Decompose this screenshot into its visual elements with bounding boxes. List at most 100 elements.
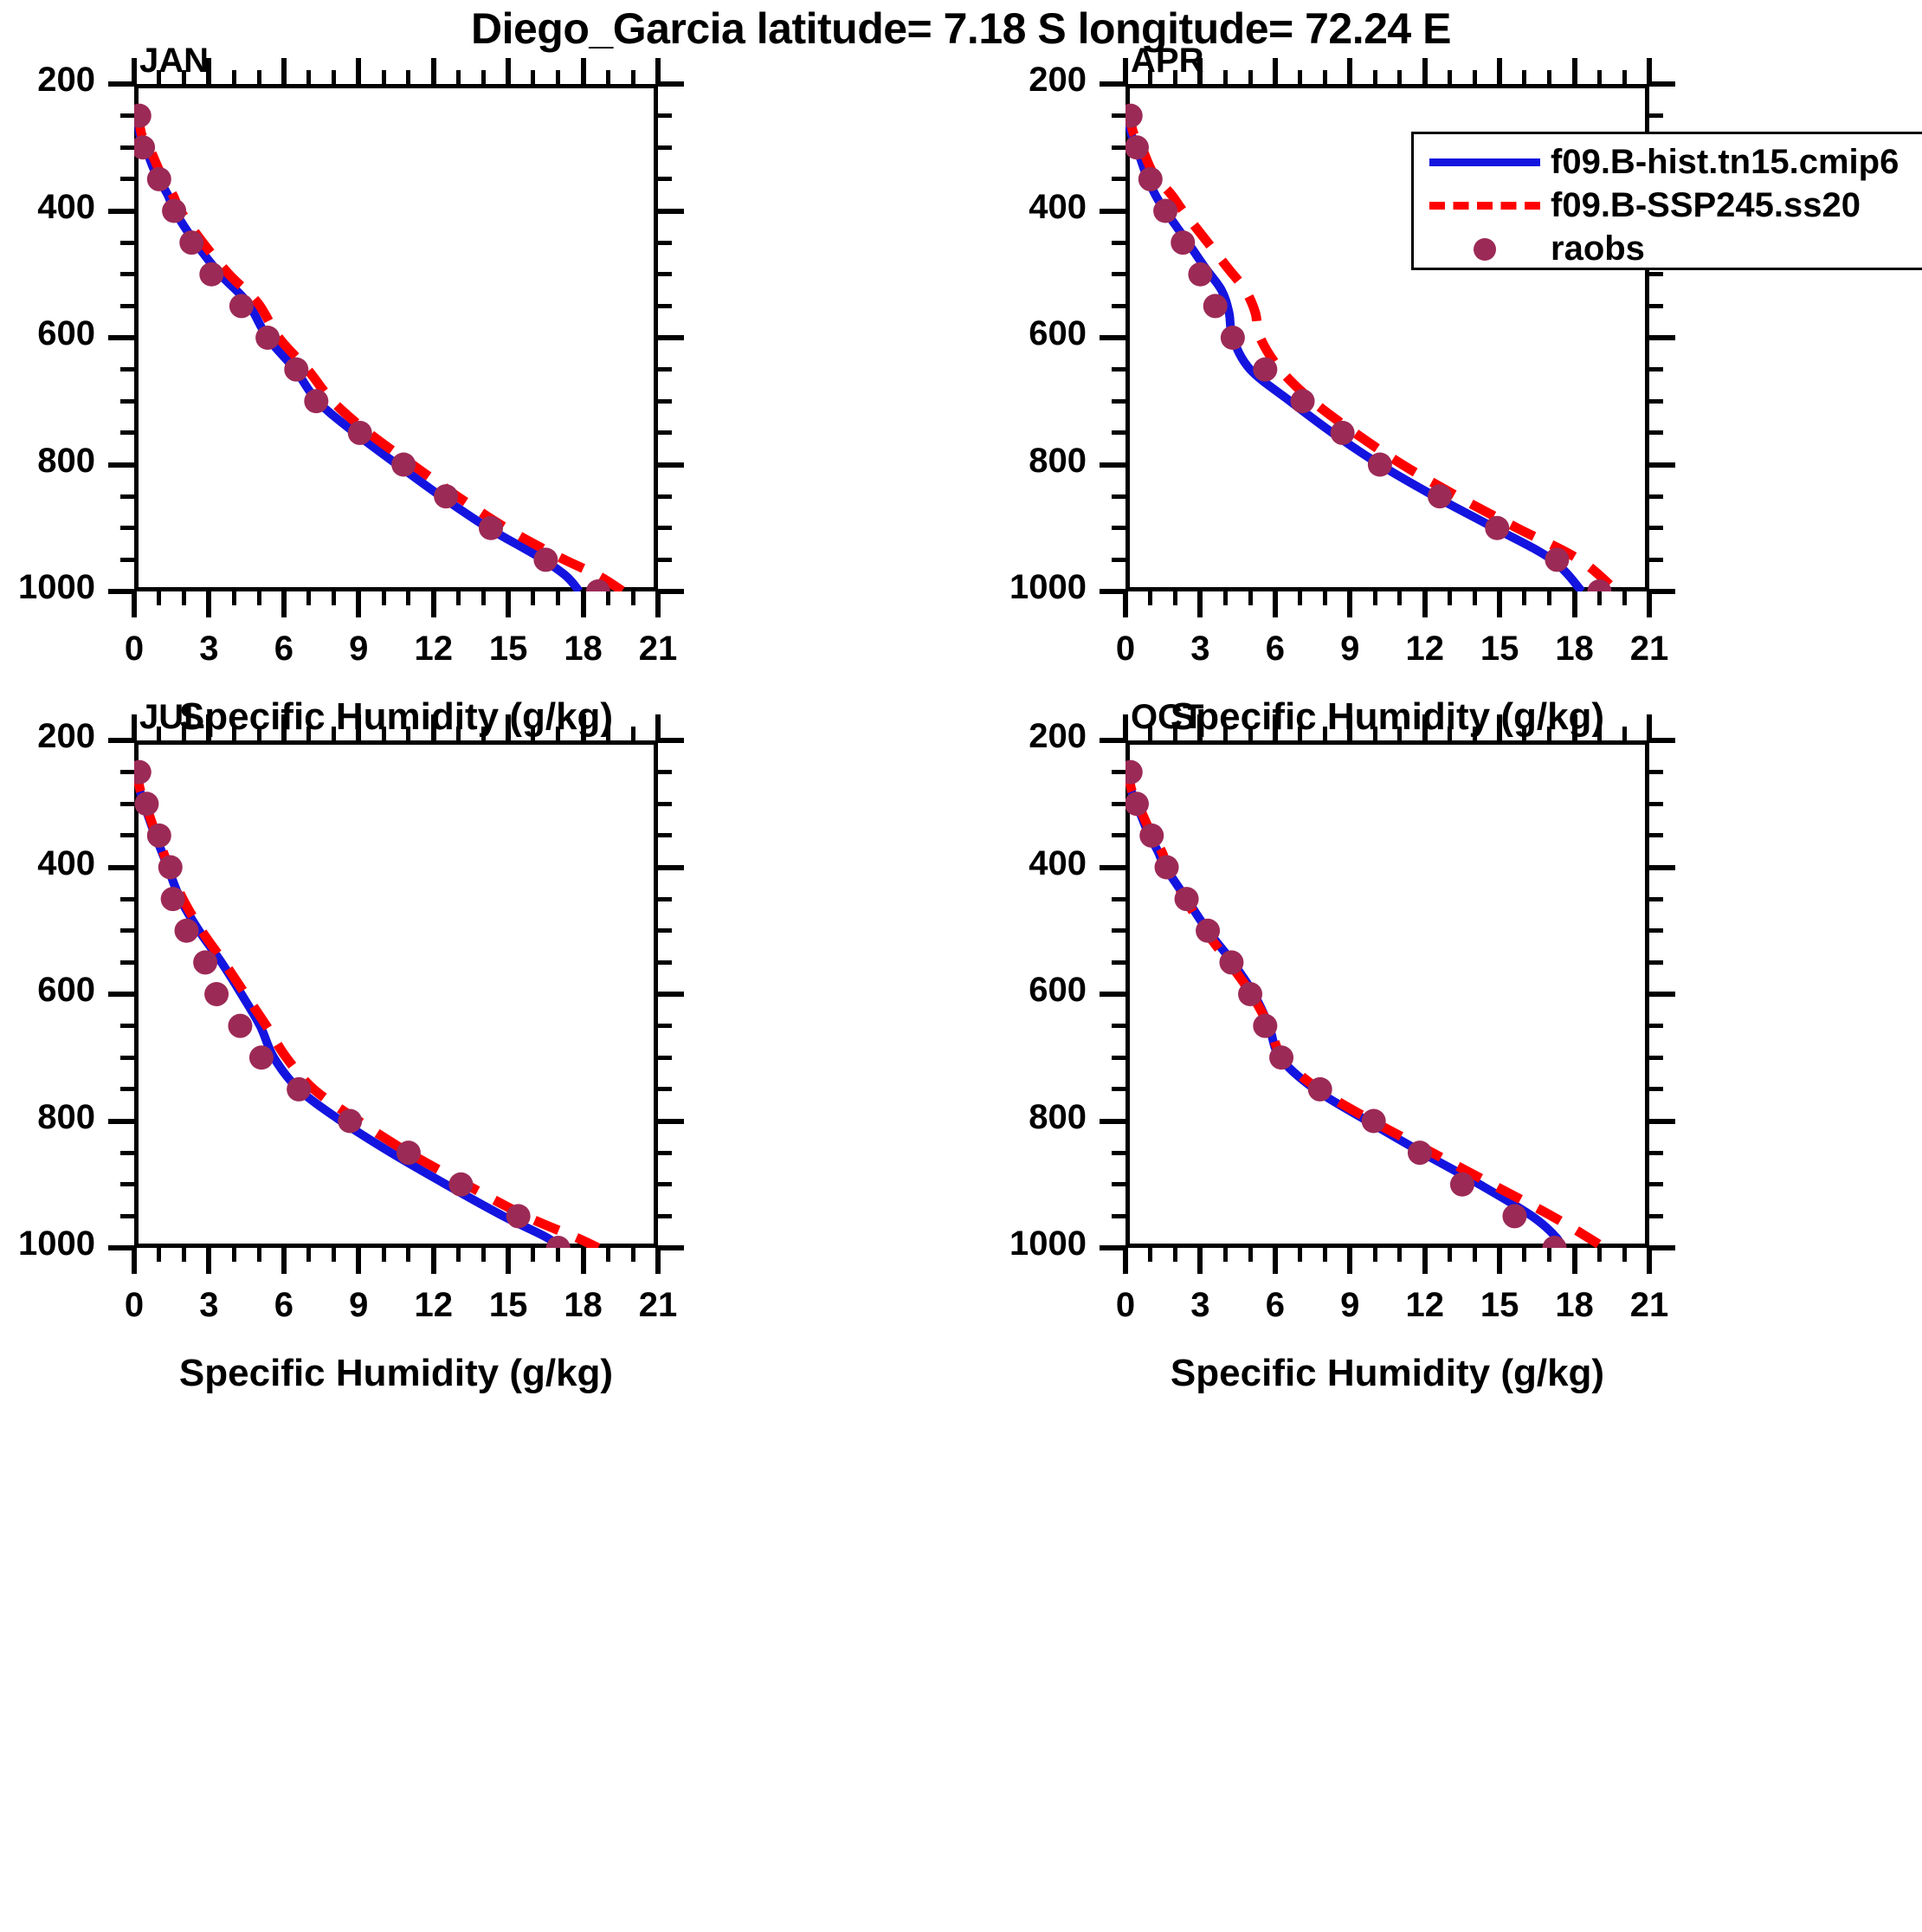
legend-solid-line-icon [1429, 158, 1540, 166]
x-minor-tick-top [456, 70, 461, 84]
raobs-marker [1485, 515, 1510, 540]
y-minor-tick-right [1649, 1182, 1663, 1187]
y-tick-label: 400 [37, 843, 95, 882]
y-minor-tick-right [658, 1182, 672, 1187]
x-minor-tick-top [1596, 727, 1602, 740]
x-minor-tick-top [531, 70, 536, 84]
x-minor-tick [1248, 1248, 1253, 1262]
raobs-marker [545, 1236, 571, 1248]
x-tick-label: 3 [199, 630, 219, 668]
y-major-tick-right [658, 1245, 684, 1250]
raobs-marker [1125, 759, 1143, 785]
x-major-tick [506, 1248, 512, 1274]
x-major-tick-top [132, 58, 137, 84]
x-minor-tick-top [1522, 727, 1527, 740]
x-major-tick [1497, 591, 1503, 617]
x-minor-tick-top [1298, 70, 1303, 84]
x-minor-tick [556, 591, 561, 605]
x-minor-tick-top [605, 727, 610, 740]
y-minor-tick-right [658, 960, 672, 965]
y-tick-label: 800 [37, 1097, 95, 1136]
y-minor-tick-right [658, 1213, 672, 1218]
x-minor-tick [630, 1248, 635, 1262]
y-major-tick-right [1649, 738, 1675, 743]
raobs-marker [229, 294, 254, 319]
x-major-tick-top [281, 58, 287, 84]
y-tick-label: 400 [37, 187, 95, 226]
x-minor-tick [1622, 591, 1627, 605]
y-major-tick-right [658, 589, 684, 594]
x-minor-tick-top [1622, 727, 1627, 740]
x-minor-tick-top [1472, 727, 1477, 740]
x-major-tick-top [206, 714, 212, 740]
y-major-tick [1100, 1118, 1125, 1124]
x-major-tick-top [1647, 714, 1652, 740]
raobs-marker [1407, 1140, 1432, 1166]
panel-label-oct: OCT [1131, 698, 1204, 736]
ssp245-curve [1125, 765, 1608, 1248]
raobs-marker [1290, 389, 1315, 414]
x-minor-tick-top [406, 70, 411, 84]
x-minor-tick-top [1372, 70, 1377, 84]
x-tick-label: 18 [564, 630, 603, 668]
y-major-tick-right [1649, 81, 1675, 87]
x-major-tick [580, 591, 586, 617]
x-minor-tick-top [1173, 70, 1178, 84]
x-major-tick-top [506, 714, 512, 740]
x-major-tick [356, 591, 362, 617]
y-minor-tick [1112, 1213, 1125, 1218]
y-major-tick-right [658, 992, 684, 997]
y-minor-tick [120, 177, 134, 182]
y-major-tick-right [658, 335, 684, 340]
y-major-tick-right [658, 738, 684, 743]
y-major-tick [1100, 1245, 1125, 1250]
y-major-tick-right [658, 208, 684, 214]
x-tick-label: 6 [1265, 630, 1285, 668]
x-tick-label: 9 [1340, 630, 1360, 668]
y-minor-tick [1112, 398, 1125, 404]
x-minor-tick [231, 1248, 236, 1262]
x-minor-tick [1248, 591, 1253, 605]
x-minor-tick [231, 591, 236, 605]
raobs-marker [158, 855, 183, 880]
x-major-tick-top [1647, 58, 1652, 84]
x-minor-tick-top [556, 727, 561, 740]
x-minor-tick-top [331, 727, 336, 740]
y-major-tick [1100, 208, 1125, 214]
raobs-marker [134, 103, 152, 128]
y-major-tick [108, 1245, 134, 1250]
y-tick-label: 800 [1029, 1097, 1087, 1136]
y-minor-tick [120, 303, 134, 308]
y-minor-tick [1112, 833, 1125, 838]
x-minor-tick-top [231, 727, 236, 740]
x-major-tick [1272, 591, 1278, 617]
y-minor-tick-right [1649, 960, 1663, 965]
y-minor-tick-right [1649, 557, 1663, 562]
legend-entry-2: raobs [1429, 229, 1645, 268]
x-axis-label: Specific Humidity (g/kg) [1170, 1352, 1605, 1394]
x-major-tick-top [356, 58, 362, 84]
legend-label-0: f09.B-hist.tn15.cmip6 [1551, 143, 1899, 181]
legend-dashed-line-icon [1429, 202, 1540, 210]
x-tick-label: 15 [1480, 1286, 1519, 1324]
x-tick-label: 0 [1115, 630, 1136, 668]
y-major-tick [108, 462, 134, 468]
x-minor-tick-top [1298, 727, 1303, 740]
y-major-tick [108, 738, 134, 743]
raobs-marker [448, 1172, 474, 1197]
y-tick-label: 1000 [18, 568, 95, 606]
y-minor-tick [120, 833, 134, 838]
x-minor-tick-top [630, 70, 635, 84]
x-minor-tick [381, 1248, 386, 1262]
x-major-tick-top [1571, 58, 1577, 84]
x-minor-tick [182, 591, 187, 605]
x-major-tick-top [430, 58, 436, 84]
y-major-tick [108, 208, 134, 214]
panel-label-jul: JUL [139, 698, 205, 736]
raobs-marker [304, 389, 329, 414]
x-minor-tick-top [256, 727, 261, 740]
y-minor-tick-right [1649, 928, 1663, 934]
x-major-tick [356, 1248, 362, 1274]
